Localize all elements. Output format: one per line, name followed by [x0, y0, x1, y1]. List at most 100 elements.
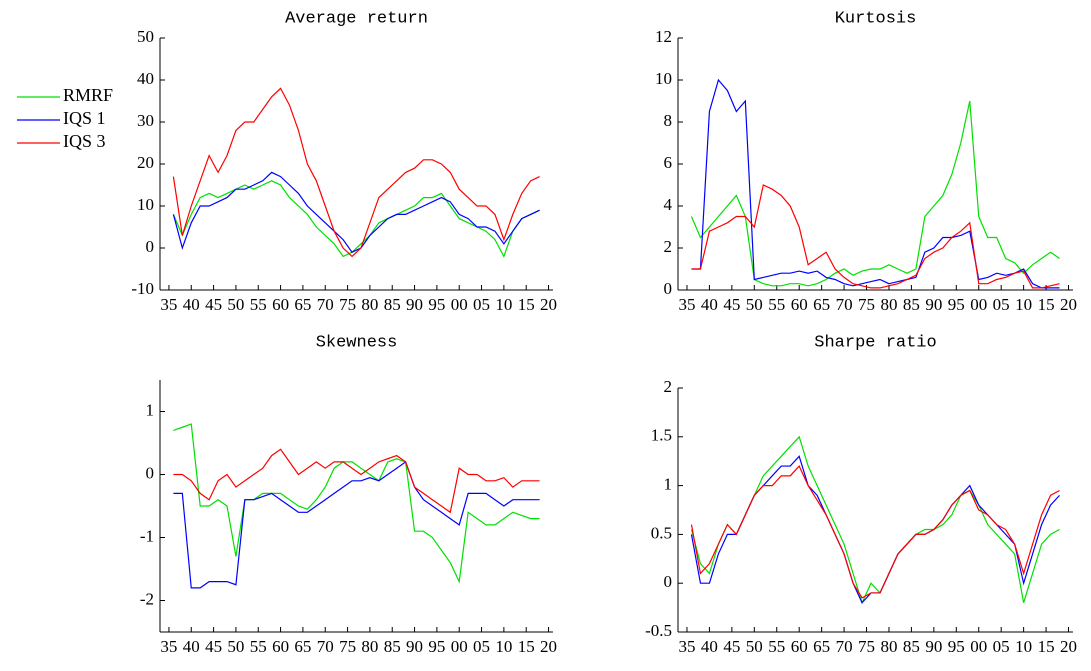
x-tick-label: 45	[205, 637, 222, 656]
x-tick-label: 60	[791, 295, 808, 314]
x-tick-label: 20	[540, 295, 557, 314]
x-tick-label: 85	[384, 637, 401, 656]
series-line	[173, 423, 540, 584]
y-tick-label: 2	[664, 237, 673, 256]
x-tick-label: 65	[294, 295, 311, 314]
x-tick-label: 40	[183, 637, 200, 656]
y-tick-label: 0.5	[651, 523, 672, 542]
y-tick-label: 10	[137, 195, 154, 214]
y-tick-label: 12	[655, 27, 672, 46]
x-tick-label: 60	[272, 295, 289, 314]
x-tick-label: 40	[701, 295, 718, 314]
series-line	[173, 448, 540, 514]
x-tick-label: 95	[948, 637, 965, 656]
x-tick-label: 85	[903, 295, 920, 314]
x-tick-label: 10	[1015, 295, 1032, 314]
chart-title: Average return	[285, 9, 428, 28]
x-tick-label: 10	[1015, 637, 1032, 656]
y-tick-label: 4	[664, 195, 673, 214]
legend-label: IQS 1	[63, 108, 106, 128]
x-tick-label: 60	[791, 637, 808, 656]
x-tick-label: 70	[836, 295, 853, 314]
x-tick-label: 55	[768, 295, 785, 314]
y-tick-label: 1.5	[651, 426, 672, 445]
x-tick-label: 60	[272, 637, 289, 656]
x-tick-label: 90	[925, 637, 942, 656]
series-line	[172, 87, 540, 258]
x-tick-label: 65	[813, 295, 830, 314]
series-line	[690, 465, 1060, 599]
x-tick-label: 70	[836, 637, 853, 656]
x-tick-label: 55	[250, 295, 267, 314]
y-tick-label: 1	[146, 400, 155, 419]
x-tick-label: 85	[903, 637, 920, 656]
x-tick-label: 40	[701, 637, 718, 656]
y-tick-label: 50	[137, 27, 154, 46]
x-tick-label: 40	[183, 295, 200, 314]
x-tick-label: 05	[473, 295, 490, 314]
x-tick-label: 55	[768, 637, 785, 656]
series-line	[691, 78, 1060, 289]
x-tick-label: 70	[317, 295, 334, 314]
x-tick-label: 15	[1038, 295, 1055, 314]
x-tick-label: 00	[970, 295, 987, 314]
x-tick-label: 20	[540, 637, 557, 656]
y-tick-label: 8	[664, 111, 673, 130]
x-tick-label: 90	[925, 295, 942, 314]
series-line	[690, 435, 1060, 605]
x-tick-label: 65	[813, 637, 830, 656]
y-tick-label: 20	[137, 153, 154, 172]
x-tick-label: 15	[518, 295, 535, 314]
y-tick-label: -1	[140, 526, 154, 545]
x-tick-label: 10	[495, 637, 512, 656]
x-tick-label: 15	[1038, 637, 1055, 656]
chart-title: Skewness	[316, 333, 398, 352]
x-tick-label: 85	[384, 295, 401, 314]
y-tick-label: 0	[664, 279, 673, 298]
y-tick-label: 1	[664, 475, 673, 494]
x-tick-label: 80	[361, 295, 378, 314]
y-tick-label: -0.5	[645, 621, 672, 640]
x-tick-label: 05	[993, 637, 1010, 656]
y-tick-label: -2	[140, 589, 154, 608]
y-tick-label: -10	[131, 279, 154, 298]
x-tick-label: 50	[227, 295, 244, 314]
series-line	[690, 100, 1060, 287]
x-tick-label: 35	[678, 295, 695, 314]
x-tick-label: 00	[451, 637, 468, 656]
y-tick-label: 10	[655, 69, 672, 88]
x-tick-label: 00	[970, 637, 987, 656]
x-tick-label: 80	[880, 637, 897, 656]
x-tick-label: 75	[339, 295, 356, 314]
x-tick-label: 90	[406, 295, 423, 314]
x-tick-label: 95	[428, 637, 445, 656]
x-tick-label: 75	[858, 295, 875, 314]
y-tick-label: 0	[664, 572, 673, 591]
x-tick-label: 70	[317, 637, 334, 656]
chart-title: Sharpe ratio	[814, 333, 936, 352]
x-tick-label: 35	[678, 637, 695, 656]
series-line	[691, 184, 1060, 289]
series-line	[172, 171, 540, 253]
x-tick-label: 50	[746, 637, 763, 656]
x-tick-label: 45	[723, 637, 740, 656]
y-tick-label: 6	[664, 153, 673, 172]
x-tick-label: 50	[746, 295, 763, 314]
x-tick-label: 65	[294, 637, 311, 656]
y-tick-label: 0	[146, 237, 155, 256]
series-line	[173, 460, 540, 589]
x-tick-label: 35	[160, 295, 177, 314]
x-tick-label: 50	[227, 637, 244, 656]
x-tick-label: 05	[473, 637, 490, 656]
x-tick-label: 95	[428, 295, 445, 314]
x-tick-label: 95	[948, 295, 965, 314]
x-tick-label: 35	[160, 637, 177, 656]
y-tick-label: 30	[137, 111, 154, 130]
x-tick-label: 55	[250, 637, 267, 656]
x-tick-label: 80	[880, 295, 897, 314]
series-line	[690, 455, 1060, 604]
y-tick-label: 0	[146, 463, 155, 482]
x-tick-label: 00	[451, 295, 468, 314]
y-tick-label: 2	[664, 377, 673, 396]
